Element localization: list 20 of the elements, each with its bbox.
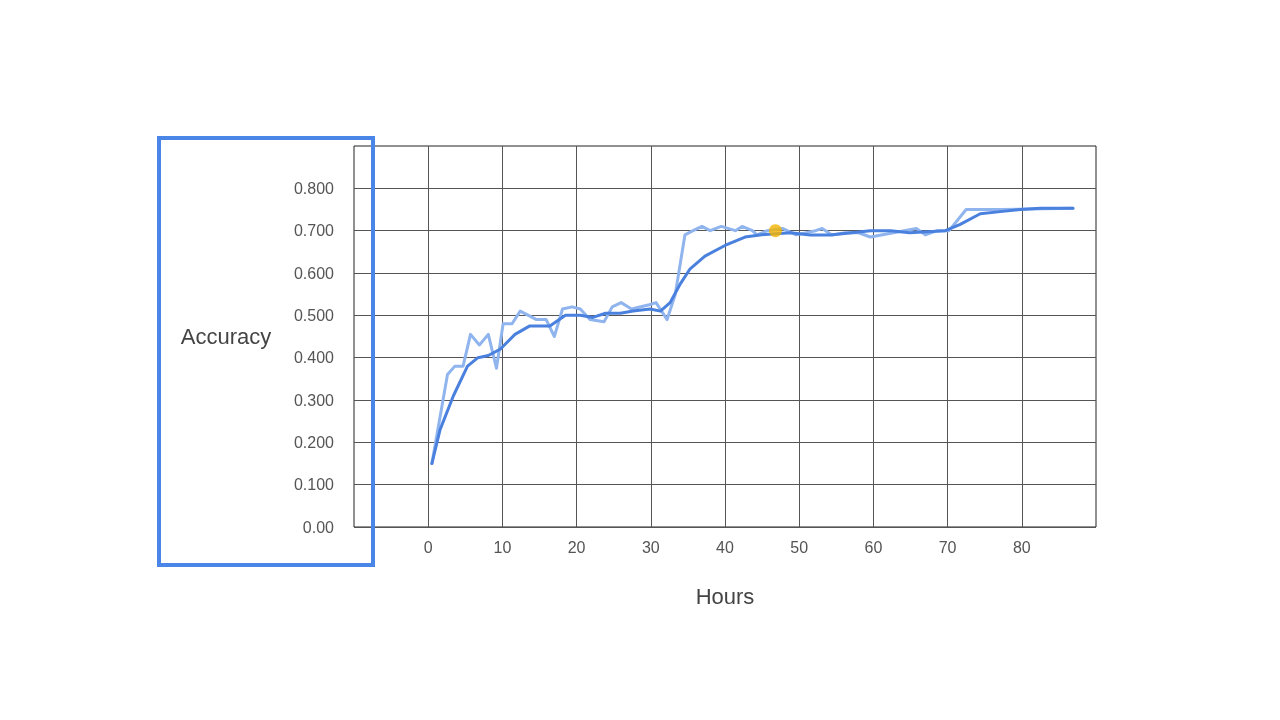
y-tick-label: 0.00 [302,518,335,536]
y-tick-label: 0.400 [293,349,335,367]
x-tick-label: 10 [493,538,512,556]
x-tick-label: 60 [864,538,883,556]
y-tick-label: 0.600 [293,264,335,282]
x-tick-label: 0 [423,538,433,556]
y-axis-title: Accuracy [180,324,272,349]
y-tick-label: 0.700 [293,222,335,240]
x-tick-label: 20 [567,538,586,556]
x-tick-label: 40 [716,538,734,556]
x-axis-title: Hours [695,583,755,609]
x-tick-label: 30 [641,538,660,556]
x-tick-label: 50 [790,538,809,556]
x-tick-label: 80 [1012,538,1031,556]
y-tick-label: 0.800 [293,179,335,197]
y-tick-label: 0.100 [293,476,335,494]
y-tick-label: 0.500 [293,306,335,324]
x-tick-label: 70 [938,538,957,556]
y-tick-label: 0.300 [293,391,335,409]
y-tick-label: 0.200 [293,433,335,451]
